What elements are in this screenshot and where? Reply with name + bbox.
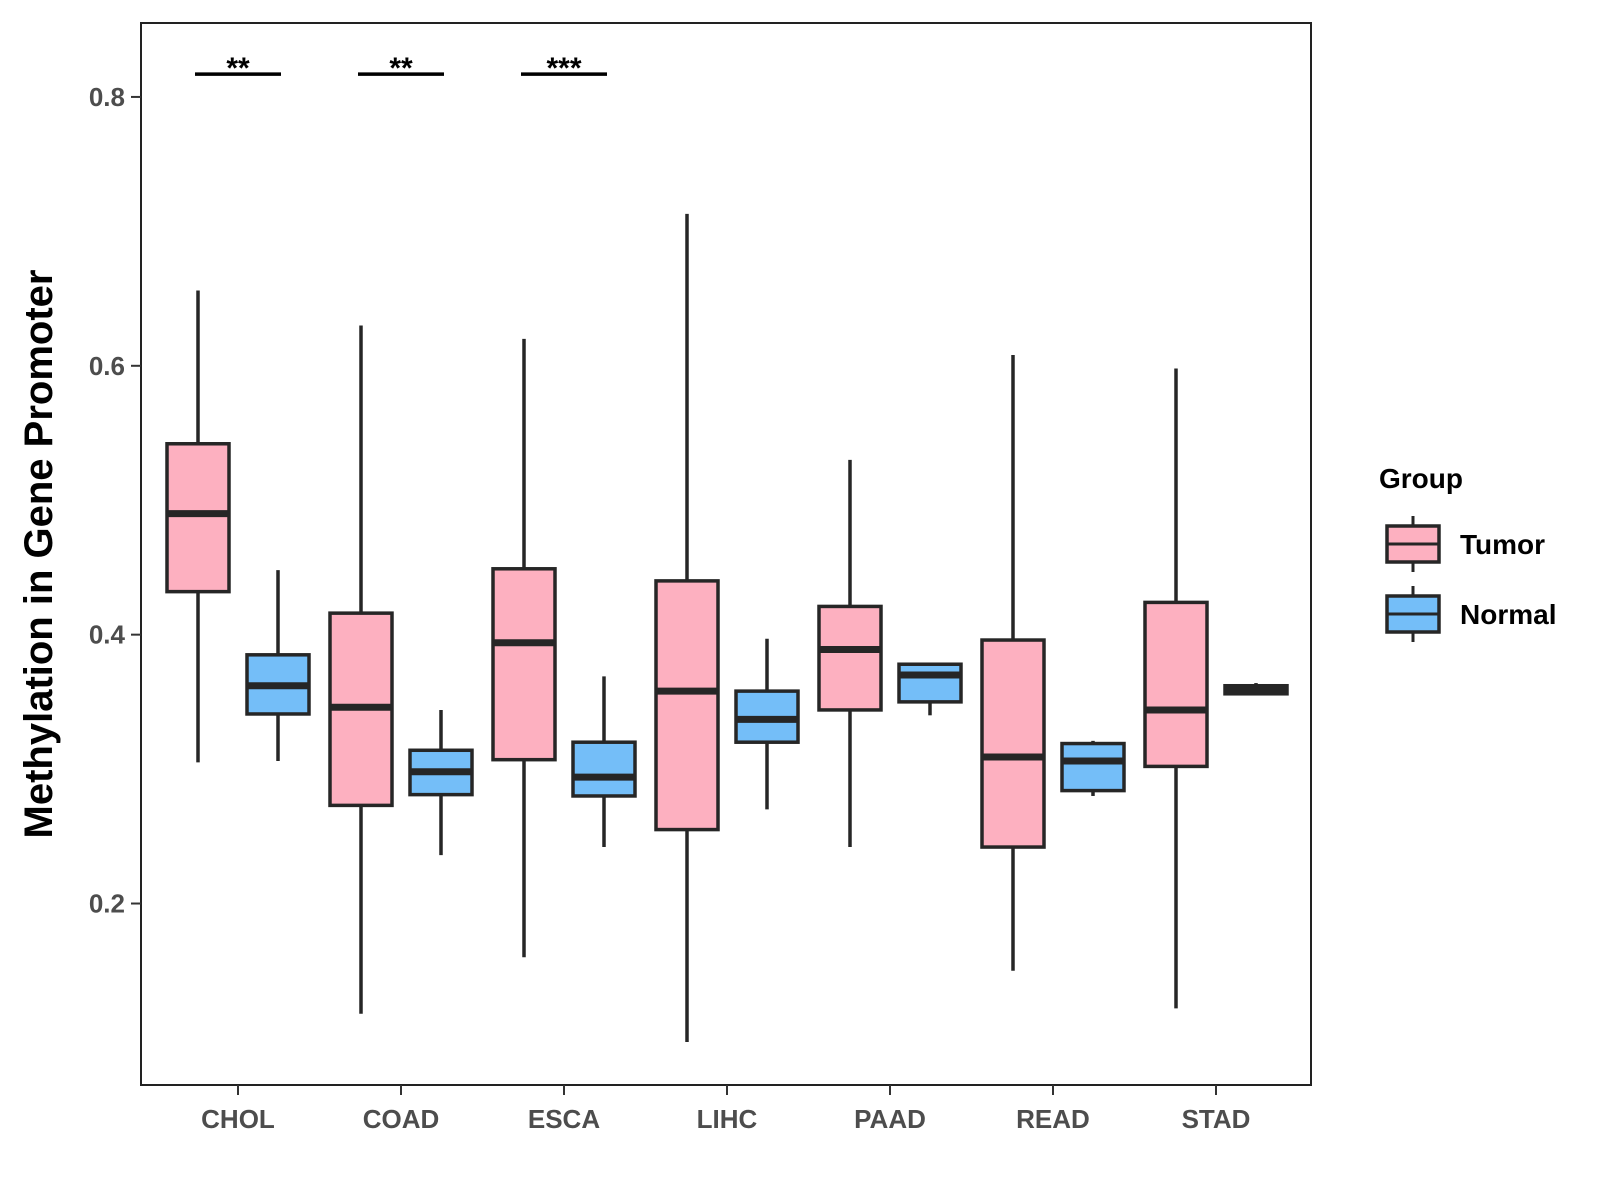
box-tumor-paad <box>817 459 883 848</box>
box-body <box>1143 600 1209 769</box>
boxes-layer <box>165 213 1289 1042</box>
y-tick-label: 0.6 <box>89 351 125 381</box>
x-tick-label-paad: PAAD <box>854 1104 926 1134</box>
box-normal-lihc <box>734 638 800 810</box>
box-normal-coad <box>408 709 474 856</box>
significance-label: ** <box>389 52 413 85</box>
x-tick-label-lihc: LIHC <box>697 1104 758 1134</box>
significance-label: *** <box>546 52 581 85</box>
box-body <box>654 579 720 832</box>
box-normal-paad <box>897 662 963 716</box>
y-tick-label: 0.8 <box>89 82 125 112</box>
x-tick-label-chol: CHOL <box>201 1104 275 1134</box>
box-normal-esca <box>571 676 637 848</box>
significance-label: ** <box>226 52 250 85</box>
y-tick-label: 0.4 <box>89 620 126 650</box>
y-tick-label: 0.2 <box>89 889 125 919</box>
legend: Group Tumor Normal <box>1379 463 1556 642</box>
box-tumor-stad <box>1143 368 1209 1009</box>
x-tick-label-esca: ESCA <box>528 1104 600 1134</box>
box-normal-stad <box>1223 683 1289 696</box>
x-tick-label-coad: COAD <box>363 1104 440 1134</box>
box-tumor-chol <box>165 290 231 763</box>
legend-label: Tumor <box>1460 529 1545 560</box>
legend-item-normal: Normal <box>1385 586 1556 642</box>
box-normal-chol <box>245 570 311 762</box>
box-body <box>897 662 963 704</box>
box-tumor-coad <box>328 325 394 1014</box>
box-body <box>1060 741 1126 793</box>
box-tumor-read <box>980 355 1046 971</box>
y-axis: 0.2 0.4 0.6 0.8 <box>89 82 141 919</box>
box-body <box>817 604 883 712</box>
box-body <box>980 638 1046 849</box>
legend-item-tumor: Tumor <box>1385 516 1545 572</box>
box-body <box>491 567 557 762</box>
box-tumor-lihc <box>654 213 720 1042</box>
legend-label: Normal <box>1460 599 1556 630</box>
box-tumor-esca <box>491 338 557 958</box>
box-normal-read <box>1060 740 1126 796</box>
x-tick-label-stad: STAD <box>1182 1104 1251 1134</box>
x-tick-label-read: READ <box>1016 1104 1090 1134</box>
y-axis-title: Methylation in Gene Promoter <box>17 270 61 839</box>
box-body <box>571 740 637 798</box>
x-axis: CHOL COAD ESCA LIHC PAAD READ STAD <box>201 1085 1250 1134</box>
significance-layer: ** ** *** <box>195 52 607 85</box>
box-body <box>165 442 231 594</box>
legend-title: Group <box>1379 463 1463 494</box>
